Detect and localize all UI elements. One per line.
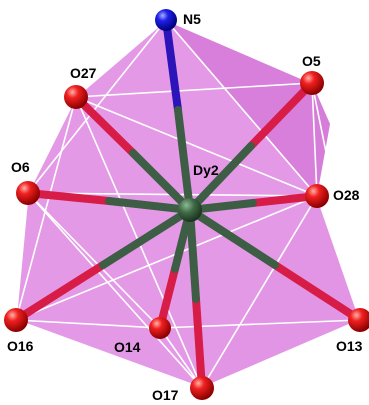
- label-o5: O5: [302, 53, 321, 69]
- atoms: [4, 9, 369, 400]
- edge: [201, 195, 318, 389]
- edge: [316, 195, 361, 321]
- polyhedron-edges: [15, 19, 361, 389]
- edge: [311, 82, 361, 321]
- edge: [27, 192, 161, 329]
- bond-dy2-o17-outer: [192, 295, 206, 392]
- label-o16: O16: [7, 338, 34, 354]
- atom-o28: [305, 184, 329, 208]
- bond-dy2-o16-outer: [12, 261, 107, 324]
- bond-dy2-o17-inner: [186, 206, 200, 303]
- atom-o5: [300, 71, 324, 95]
- bond-dy2-n5-inner: [174, 106, 194, 214]
- bond-dy2-n5-outer: [162, 16, 182, 114]
- atom-o13: [348, 308, 369, 332]
- edge: [15, 192, 29, 321]
- edge: [15, 319, 161, 329]
- label-o28: O28: [333, 187, 360, 203]
- atom-dy2: [178, 198, 202, 222]
- atom-labels: N5 O27 O5 O6 O28 Dy2 O16 O14 O13 O17: [7, 11, 363, 403]
- bond-dy2-o27-outer: [72, 93, 137, 157]
- label-o6: O6: [11, 159, 30, 175]
- bond-dy2-o5-inner: [186, 142, 255, 214]
- bonds: [12, 16, 364, 392]
- edge: [311, 82, 318, 197]
- edge: [165, 19, 318, 197]
- edge: [27, 96, 77, 194]
- edge: [75, 82, 313, 98]
- edge: [15, 195, 318, 321]
- edge: [75, 19, 167, 98]
- edge: [27, 19, 167, 194]
- edge: [159, 327, 203, 389]
- bond-dy2-o6-outer: [24, 189, 113, 205]
- label-o14: O14: [114, 339, 141, 355]
- label-o27: O27: [70, 65, 97, 81]
- bond-dy2-o13-outer: [271, 261, 364, 324]
- atom-n5: [155, 9, 177, 31]
- atom-o16: [4, 308, 28, 332]
- edge: [15, 96, 77, 321]
- label-o13: O13: [336, 338, 363, 354]
- polyhedron-back-face: [166, 20, 330, 196]
- bond-dy2-o5-outer: [247, 79, 316, 150]
- bond-dy2-o6-inner: [105, 197, 194, 214]
- atom-o27: [64, 85, 88, 109]
- label-dy2: Dy2: [193, 162, 219, 178]
- edge: [165, 19, 313, 84]
- edge: [159, 319, 361, 329]
- bond-dy2-o27-inner: [129, 149, 194, 214]
- atom-o14: [149, 317, 171, 339]
- edge: [201, 319, 361, 389]
- atom-o6: [16, 181, 40, 205]
- label-n5: N5: [183, 11, 201, 27]
- edge: [15, 319, 203, 389]
- edge: [75, 96, 318, 197]
- atom-o17: [190, 376, 214, 400]
- edge: [27, 192, 203, 389]
- label-o17: O17: [152, 387, 179, 403]
- bond-dy2-o13-inner: [186, 206, 279, 269]
- bond-dy2-o16-inner: [99, 206, 194, 269]
